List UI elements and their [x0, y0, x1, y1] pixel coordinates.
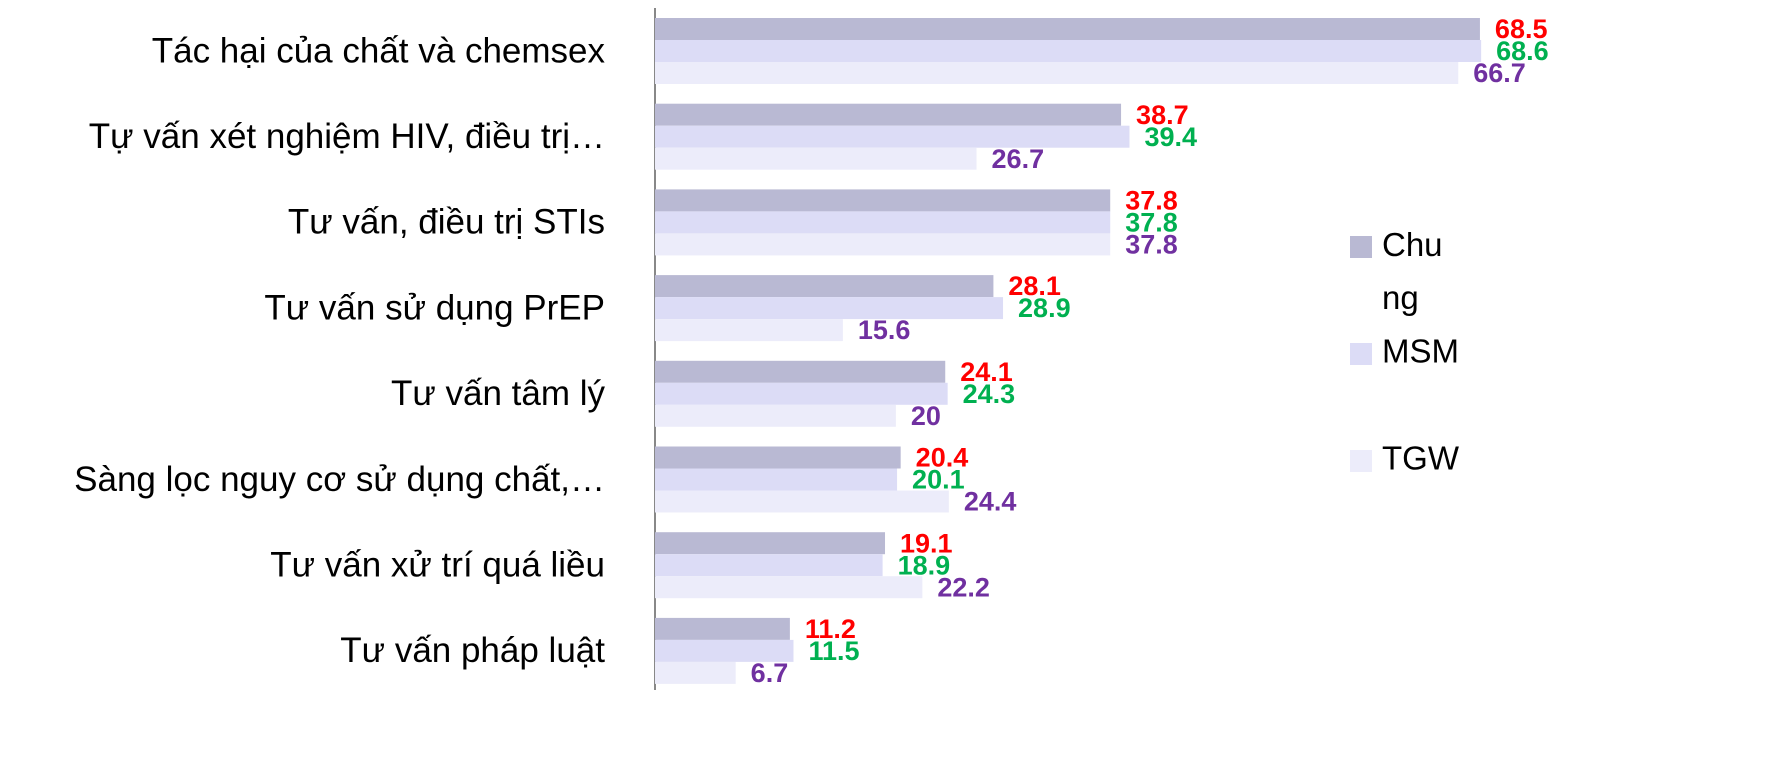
bar	[655, 661, 736, 684]
bar	[655, 404, 896, 427]
bar	[655, 189, 1111, 212]
data-label: 19.1	[900, 528, 953, 558]
bar	[655, 125, 1130, 148]
data-label: 15.6	[858, 315, 911, 345]
legend-swatch	[1350, 236, 1372, 258]
category-label: Sàng lọc nguy cơ sử dụng chất,…	[74, 460, 605, 499]
bar	[655, 576, 923, 599]
data-label: 20	[911, 401, 941, 431]
category-label: Tư vấn xử trí quá liều	[270, 545, 605, 584]
data-label: 66.7	[1473, 58, 1526, 88]
data-label: 38.7	[1136, 100, 1189, 130]
bar	[655, 490, 949, 513]
data-label: 6.7	[751, 658, 789, 688]
legend-swatch	[1350, 343, 1372, 365]
bar	[655, 40, 1482, 62]
data-label: 20.4	[916, 443, 969, 473]
bar	[655, 468, 898, 491]
bar	[655, 617, 790, 640]
data-label: 24.3	[963, 379, 1016, 409]
data-label: 39.4	[1144, 122, 1197, 152]
category-label: Tư vấn tâm lý	[391, 374, 606, 413]
bar	[655, 382, 948, 405]
data-label: 28.1	[1008, 271, 1061, 301]
data-label: 28.9	[1018, 293, 1071, 323]
bar	[655, 147, 977, 170]
data-label: 37.8	[1125, 186, 1178, 216]
data-label: 37.8	[1125, 208, 1178, 238]
bar	[655, 211, 1111, 234]
category-label: Tư vấn, điều trị STIs	[288, 203, 605, 242]
bar	[655, 275, 994, 298]
legend-label: TGW	[1382, 440, 1460, 477]
data-label: 24.4	[964, 487, 1017, 517]
bar	[655, 319, 843, 342]
data-label: 68.5	[1495, 14, 1548, 44]
legend-swatch	[1350, 450, 1372, 472]
data-label: 20.1	[912, 465, 965, 495]
bar	[655, 554, 883, 577]
data-label: 11.2	[805, 614, 856, 644]
bar	[655, 103, 1122, 126]
data-label: 68.6	[1496, 36, 1549, 66]
category-label: Tư vấn sử dụng PrEP	[264, 288, 605, 327]
data-label: 26.7	[992, 144, 1045, 174]
data-label: 37.8	[1125, 230, 1178, 260]
data-label: 24.1	[960, 357, 1013, 387]
data-label: 22.2	[937, 572, 990, 602]
bar	[655, 297, 1004, 320]
category-label: Tác hại của chất và chemsex	[152, 31, 606, 70]
legend-label: MSM	[1382, 333, 1459, 370]
bar	[655, 360, 946, 383]
legend-label: Chu ng	[1382, 226, 1443, 316]
category-label: Tư vấn pháp luật	[340, 631, 605, 670]
bar	[655, 18, 1480, 40]
bar	[655, 62, 1459, 84]
bar	[655, 532, 886, 555]
category-label: Tự vấn xét nghiệm HIV, điều trị…	[89, 117, 605, 156]
bar	[655, 233, 1111, 256]
bar	[655, 446, 901, 469]
data-label: 18.9	[898, 550, 951, 580]
data-label: 11.5	[808, 636, 859, 666]
bar	[655, 639, 794, 662]
